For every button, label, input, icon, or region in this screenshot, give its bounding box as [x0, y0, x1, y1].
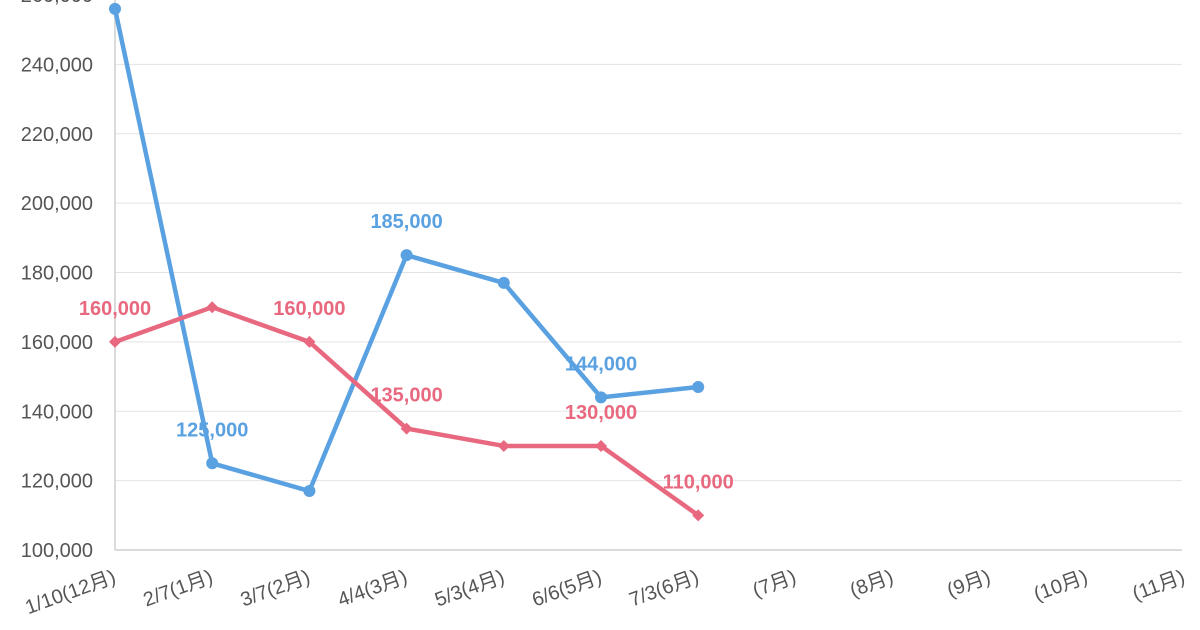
y-tick-label: 180,000	[21, 263, 93, 285]
series-1-point	[303, 485, 316, 498]
x-tick-label: 7/3(6月)	[626, 566, 701, 611]
series-2-point	[206, 301, 219, 314]
data-label: 110,000	[663, 471, 734, 493]
data-label: 135,000	[370, 385, 442, 407]
x-tick-label: 2/7(1月)	[140, 566, 215, 611]
y-tick-label: 260,000	[21, 0, 93, 7]
series-1-point	[692, 380, 705, 393]
x-tick-label: (8月)	[847, 566, 896, 602]
x-tick-label: 6/6(5月)	[529, 566, 604, 611]
series-1-point	[109, 2, 121, 15]
gridlines	[115, 63, 1182, 482]
series-2-point	[109, 335, 121, 348]
x-tick-label: 3/7(2月)	[238, 566, 313, 611]
x-tick-label: (7月)	[750, 566, 799, 602]
series-2-point	[497, 439, 510, 452]
y-tick-label: 160,000	[21, 332, 93, 354]
x-tick-label: 1/10(12月)	[22, 566, 118, 619]
series-2-point	[595, 439, 607, 452]
x-tick-label: (9月)	[944, 566, 993, 602]
y-tick-label: 100,000	[21, 540, 93, 562]
x-tick-label: 5/3(4月)	[432, 566, 507, 611]
series	[109, 2, 705, 522]
data-label: 125,000	[176, 419, 248, 441]
y-tick-label: 120,000	[21, 471, 93, 493]
series-2-point	[692, 509, 705, 522]
data-label: 185,000	[370, 211, 442, 233]
data-label: 144,000	[565, 353, 637, 375]
y-tick-label: 200,000	[21, 193, 93, 215]
series-2-point	[303, 335, 316, 348]
y-tick-label: 220,000	[21, 124, 93, 146]
data-label: 130,000	[565, 402, 637, 424]
series-1-point	[497, 276, 510, 289]
y-tick-label: 140,000	[21, 401, 93, 423]
x-tick-label: 4/4(3月)	[335, 566, 410, 611]
series-1-point	[206, 457, 219, 470]
x-tick-label: (11月)	[1130, 566, 1188, 605]
series-1-point	[595, 391, 607, 404]
data-label: 160,000	[273, 298, 345, 320]
series-2-point	[400, 422, 413, 435]
x-tick-label: (10月)	[1031, 566, 1091, 606]
y-axis: 100,000 120,000 140,000 160,000 180,000 200,0…	[21, 0, 116, 562]
data-label: 160,000	[79, 298, 151, 320]
x-axis: 1/10(12月) 2/7(1月) 3/7(2月) 4/4(3月) 5/3(4月) 6/6…	[22, 549, 1188, 619]
data-labels: 125,000 185,000 144,000 160,000 160,000 135,0…	[79, 211, 734, 493]
y-tick-label: 240,000	[21, 54, 93, 76]
series-1-point	[400, 249, 413, 262]
